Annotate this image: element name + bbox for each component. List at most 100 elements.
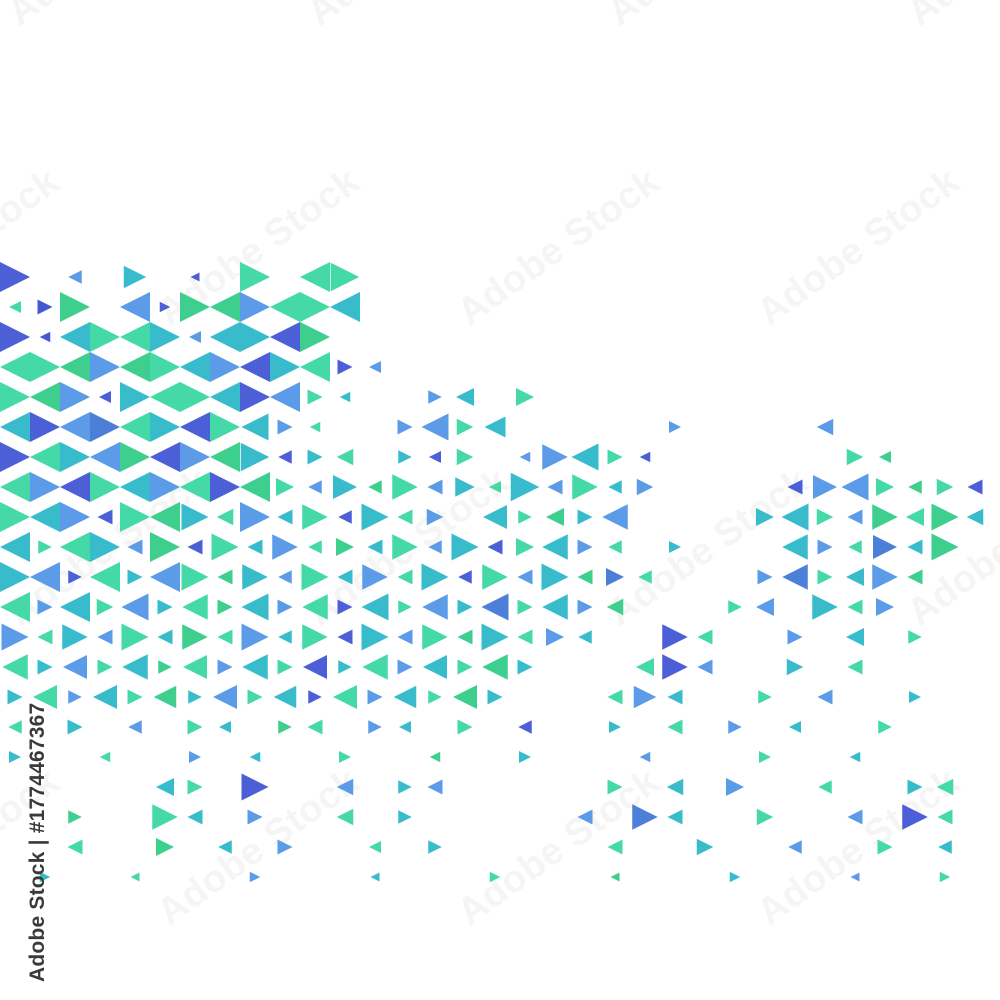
triangle-shape bbox=[847, 659, 863, 675]
triangle-shape bbox=[455, 477, 475, 497]
triangle-shape bbox=[428, 540, 442, 554]
triangle-shape bbox=[847, 599, 863, 615]
triangle-shape bbox=[301, 563, 329, 591]
triangle-shape bbox=[484, 416, 506, 438]
triangle-shape bbox=[518, 510, 532, 524]
triangle-shape bbox=[398, 780, 412, 794]
triangle-shape bbox=[150, 352, 180, 382]
triangle-shape bbox=[1, 623, 29, 651]
triangle-shape bbox=[577, 569, 593, 585]
triangle-shape bbox=[150, 442, 180, 472]
triangle-shape bbox=[130, 872, 140, 882]
triangle-shape bbox=[120, 352, 150, 382]
triangle-shape bbox=[607, 839, 623, 855]
triangle-shape bbox=[97, 659, 113, 675]
triangle-shape bbox=[241, 413, 269, 441]
triangle-shape bbox=[60, 322, 90, 352]
triangle-shape bbox=[241, 593, 269, 621]
triangle-shape bbox=[152, 804, 178, 830]
triangle-shape bbox=[30, 502, 60, 532]
triangle-shape bbox=[180, 412, 210, 442]
triangle-shape bbox=[607, 689, 623, 705]
triangle-shape bbox=[662, 624, 688, 650]
triangle-shape bbox=[128, 720, 142, 734]
triangle-shape bbox=[457, 629, 473, 645]
triangle-shape bbox=[60, 352, 90, 382]
triangle-shape bbox=[607, 449, 623, 465]
triangle-shape bbox=[150, 322, 180, 352]
triangle-shape bbox=[902, 804, 928, 830]
triangle-shape bbox=[519, 451, 531, 463]
triangle-shape bbox=[0, 442, 30, 472]
triangle-shape bbox=[908, 480, 922, 494]
triangle-shape bbox=[150, 472, 180, 502]
triangle-shape bbox=[150, 502, 180, 532]
triangle-shape bbox=[249, 871, 261, 883]
triangle-shape bbox=[157, 599, 173, 615]
triangle-shape bbox=[577, 599, 593, 615]
triangle-shape bbox=[759, 751, 771, 763]
triangle-shape bbox=[0, 532, 30, 562]
triangle-shape bbox=[30, 442, 60, 472]
triangle-shape bbox=[338, 510, 352, 524]
triangle-shape bbox=[577, 809, 593, 825]
triangle-shape bbox=[487, 689, 503, 705]
triangle-shape bbox=[337, 359, 353, 375]
triangle-shape bbox=[273, 685, 297, 709]
triangle-shape bbox=[608, 480, 622, 494]
triangle-shape bbox=[428, 840, 442, 854]
triangle-shape bbox=[277, 419, 293, 435]
triangle-shape bbox=[456, 448, 474, 466]
triangle-shape bbox=[210, 382, 240, 412]
triangle-shape bbox=[846, 628, 864, 646]
triangle-shape bbox=[68, 690, 82, 704]
triangle-shape bbox=[787, 479, 803, 495]
triangle-shape bbox=[967, 479, 983, 495]
triangle-shape bbox=[577, 509, 593, 525]
triangle-shape bbox=[302, 594, 328, 620]
triangle-shape bbox=[481, 623, 509, 651]
triangle-shape bbox=[547, 479, 563, 495]
triangle-shape bbox=[120, 382, 150, 412]
adobe-stock-attribution: Adobe Stock | #1774467367 bbox=[26, 702, 49, 982]
triangle-shape bbox=[848, 540, 862, 554]
triangle-shape bbox=[879, 451, 891, 463]
triangle-shape bbox=[60, 442, 90, 472]
triangle-shape bbox=[278, 570, 292, 584]
triangle-shape bbox=[908, 630, 922, 644]
triangle-shape bbox=[9, 751, 21, 763]
triangle-shape bbox=[272, 534, 298, 560]
triangle-shape bbox=[872, 564, 898, 590]
triangle-shape bbox=[300, 292, 330, 322]
triangle-shape bbox=[0, 472, 30, 502]
triangle-shape bbox=[277, 599, 293, 615]
triangle-shape bbox=[398, 810, 412, 824]
triangle-shape bbox=[451, 533, 479, 561]
triangle-shape bbox=[782, 534, 808, 560]
triangle-shape bbox=[270, 352, 300, 382]
triangle-shape bbox=[270, 382, 300, 412]
triangle-shape bbox=[362, 564, 388, 590]
triangle-shape bbox=[150, 562, 180, 592]
triangle-shape bbox=[97, 509, 113, 525]
triangle-shape bbox=[873, 535, 897, 559]
triangle-shape bbox=[756, 508, 774, 526]
triangle-shape bbox=[813, 475, 837, 499]
triangle-shape bbox=[210, 412, 240, 442]
triangle-shape bbox=[607, 779, 623, 795]
triangle-shape bbox=[30, 562, 60, 592]
triangle-shape bbox=[30, 412, 60, 442]
triangle-shape bbox=[120, 442, 150, 472]
triangle-shape bbox=[428, 390, 442, 404]
triangle-shape bbox=[211, 533, 239, 561]
triangle-shape bbox=[669, 541, 681, 553]
triangle-shape bbox=[217, 659, 233, 675]
triangle-shape bbox=[429, 751, 441, 763]
triangle-shape bbox=[99, 751, 111, 763]
triangle-shape bbox=[150, 412, 180, 442]
triangle-shape bbox=[308, 540, 322, 554]
triangle-shape bbox=[872, 504, 898, 530]
triangle-shape bbox=[277, 839, 293, 855]
triangle-shape bbox=[782, 564, 808, 590]
